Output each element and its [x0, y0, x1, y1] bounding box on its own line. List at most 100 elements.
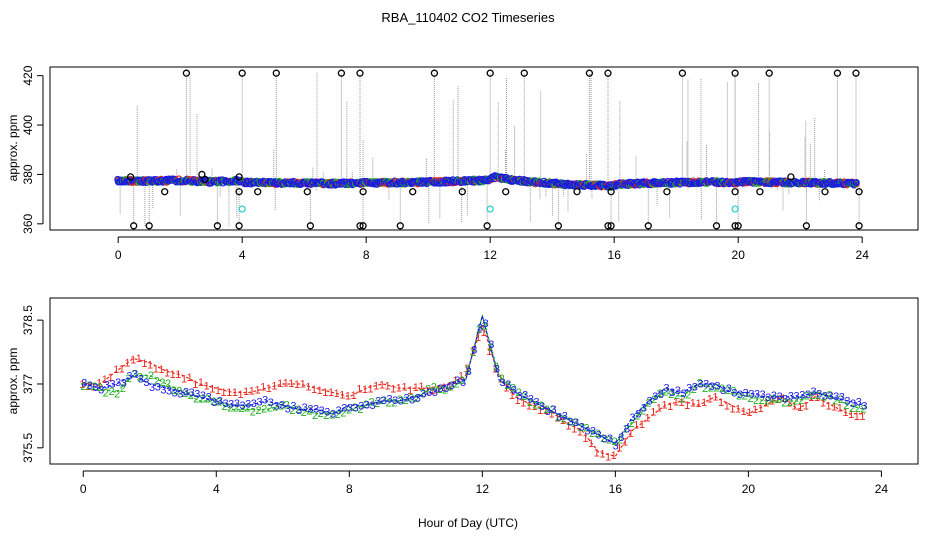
series-3-marker: 3 [200, 390, 206, 402]
series-1-marker: 1 [616, 443, 622, 455]
series-1-marker: 1 [842, 407, 848, 419]
series-1-marker: 1 [401, 381, 407, 393]
series-3-marker: 3 [754, 388, 760, 400]
series-3-marker: 3 [358, 401, 364, 413]
series-3-marker: 3 [669, 387, 675, 399]
series-2-marker: 2 [227, 403, 233, 415]
series-2-marker: 2 [301, 407, 307, 419]
series-2-marker: 2 [787, 397, 793, 409]
series-2-marker: 2 [708, 383, 714, 395]
outlier-low-point [802, 222, 811, 230]
series-1-marker: 1 [577, 427, 583, 439]
series-3-marker: 3 [596, 430, 602, 442]
series-2-marker: 2 [691, 384, 697, 396]
series-2-marker: 2 [753, 395, 759, 407]
outlier-low-point [130, 222, 138, 230]
series-1-marker: 1 [124, 357, 130, 369]
series-2-marker: 2 [736, 391, 742, 403]
series-2-marker: 2 [532, 399, 538, 411]
series-3-marker: 3 [109, 378, 115, 390]
series-3-marker: 3 [347, 402, 353, 414]
series-1-marker: 1 [170, 369, 176, 381]
series-3-marker: 3 [296, 405, 302, 417]
series-1-marker: 1 [322, 387, 328, 399]
series-2-marker: 2 [855, 403, 861, 415]
series-1-marker: 1 [204, 380, 210, 392]
series-2-marker: 2 [759, 395, 765, 407]
series-2-marker: 2 [668, 389, 674, 401]
series-3-marker: 3 [624, 424, 630, 436]
series-1-marker: 1 [509, 390, 515, 402]
bottom-x-tick-label: 24 [875, 482, 889, 496]
series-2-marker: 2 [374, 398, 380, 410]
series-1-marker: 1 [758, 403, 764, 415]
outlier-low-point [213, 222, 222, 230]
series-1-marker: 1 [712, 391, 718, 403]
series-1-marker: 1 [803, 400, 809, 412]
series-3-marker: 3 [183, 387, 189, 399]
series-1-marker: 1 [809, 392, 815, 404]
series-3-marker: 3 [87, 380, 93, 392]
series-3-marker: 3 [647, 396, 653, 408]
series-2-marker: 2 [702, 383, 708, 395]
series-1-marker: 1 [130, 355, 136, 367]
series-3-marker: 3 [861, 400, 867, 412]
series-3-marker: 3 [584, 425, 590, 437]
series-2-marker: 2 [544, 404, 550, 416]
series-1-marker: 1 [831, 402, 837, 414]
series-3-marker: 3 [211, 397, 217, 409]
series-2-marker: 2 [555, 412, 561, 424]
outlier-high-point [852, 69, 860, 77]
series-2-marker: 2 [289, 405, 295, 417]
series-1-marker: 1 [741, 406, 747, 418]
outlier-mid-point [458, 188, 466, 196]
outlier-low-point [712, 222, 721, 230]
series-3-marker: 3 [307, 403, 313, 415]
series-1-marker: 1 [475, 332, 481, 344]
series-2-marker: 2 [617, 434, 623, 446]
series-3-marker: 3 [839, 392, 845, 404]
series-1-marker: 1 [339, 389, 345, 401]
series-2-marker: 2 [838, 394, 844, 406]
series-2-marker: 2 [730, 386, 736, 398]
series-2-marker: 2 [470, 347, 476, 359]
top-y-tick-label: 400 [21, 115, 35, 135]
series-2-marker: 2 [566, 416, 572, 428]
series-3-marker: 3 [539, 401, 545, 413]
series-2-marker: 2 [80, 381, 86, 393]
outlier-mid-point [731, 188, 739, 196]
series-2-marker: 2 [222, 401, 228, 413]
series-3-marker: 3 [652, 391, 658, 403]
series-2-marker: 2 [826, 390, 832, 402]
series-1-marker: 1 [362, 384, 368, 396]
series-1-marker: 1 [724, 401, 730, 413]
outlier-low-point [604, 222, 612, 230]
series-1-marker: 1 [605, 452, 611, 464]
series-1-marker: 1 [141, 358, 147, 370]
series-2-marker: 2 [442, 385, 448, 397]
outlier-low-point [306, 222, 315, 230]
series-2-marker: 2 [397, 394, 403, 406]
series-1-marker: 1 [390, 384, 396, 396]
series-3-marker: 3 [223, 398, 229, 410]
series-1-marker: 1 [498, 374, 504, 386]
series-2-marker: 2 [459, 375, 465, 387]
series-1-marker: 1 [164, 367, 170, 379]
series-1-marker: 1 [792, 401, 798, 413]
series-3-marker: 3 [290, 400, 296, 412]
series-1-marker: 1 [113, 364, 119, 376]
bottom-y-axis-label: approx. ppm [6, 348, 20, 415]
series-3-marker: 3 [590, 426, 596, 438]
series-3-marker: 3 [138, 373, 144, 385]
series-1-marker: 1 [198, 377, 204, 389]
series-2-marker: 2 [414, 393, 420, 405]
series-3-marker: 3 [794, 391, 800, 403]
series-2-marker: 2 [108, 386, 114, 398]
series-2-marker: 2 [340, 408, 346, 420]
series-3-marker: 3 [822, 390, 828, 402]
outlier-high-point [520, 69, 528, 77]
series-1-marker: 1 [215, 385, 221, 397]
series-1-marker: 1 [645, 413, 651, 425]
outlier-high-point [238, 69, 246, 77]
series-3-marker: 3 [850, 398, 856, 410]
